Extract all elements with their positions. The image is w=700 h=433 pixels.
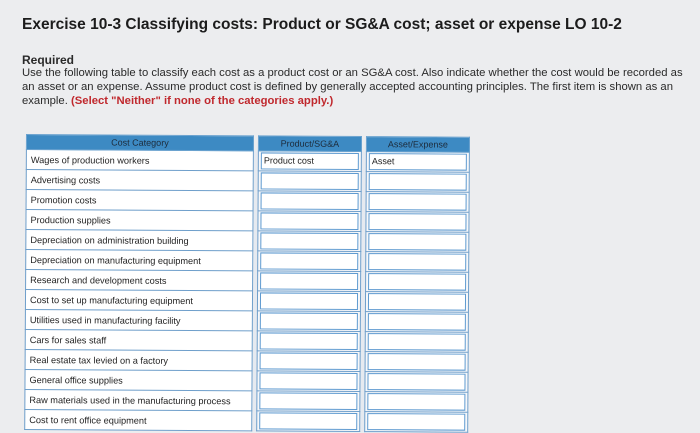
table-row: Depreciation on administration building bbox=[25, 229, 469, 253]
product-sga-input[interactable]: Product cost bbox=[260, 152, 359, 171]
product-sga-input[interactable] bbox=[259, 352, 358, 371]
required-heading: Required bbox=[22, 53, 75, 67]
asset-expense-input[interactable] bbox=[367, 333, 466, 351]
cost-category-cell: Promotion costs bbox=[26, 189, 254, 211]
cost-category-cell: Cost to rent office equipment bbox=[24, 409, 252, 431]
asset-expense-input[interactable] bbox=[368, 193, 467, 211]
asset-expense-input[interactable] bbox=[367, 313, 466, 331]
asset-expense-input[interactable] bbox=[368, 213, 467, 231]
cost-category-cell: Production supplies bbox=[25, 209, 254, 231]
cost-category-cell: Depreciation on manufacturing equipment bbox=[25, 249, 253, 271]
cost-category-cell: Research and development costs bbox=[25, 269, 253, 291]
product-sga-input[interactable] bbox=[259, 412, 358, 431]
table-row: Depreciation on manufacturing equipment bbox=[25, 249, 469, 273]
table-body: Wages of production workers Product cost A… bbox=[24, 149, 470, 433]
exercise-title: Exercise 10-3 Classifying costs: Product… bbox=[22, 16, 622, 33]
table-row: Advertising costs bbox=[26, 169, 470, 193]
cost-category-cell: Advertising costs bbox=[26, 169, 254, 191]
product-sga-input[interactable] bbox=[259, 312, 358, 331]
instructions-note: (Select "Neither" if none of the categor… bbox=[70, 95, 334, 107]
product-sga-input[interactable] bbox=[260, 272, 359, 291]
table-row: Real estate tax levied on a factory bbox=[25, 349, 469, 373]
instructions-text: Use the following table to classify each… bbox=[22, 66, 694, 108]
table-row: Cost to rent office equipment bbox=[24, 409, 468, 433]
cost-category-cell: Cost to set up manufacturing equipment bbox=[25, 289, 253, 311]
cost-category-cell: Wages of production workers bbox=[26, 149, 254, 171]
asset-expense-input[interactable] bbox=[368, 173, 467, 191]
table-row: Cost to set up manufacturing equipment bbox=[25, 289, 469, 313]
header-asset-expense: Asset/Expense bbox=[366, 136, 470, 153]
product-sga-input[interactable] bbox=[260, 172, 359, 191]
table-row: Cars for sales staff bbox=[25, 329, 469, 353]
asset-expense-input[interactable] bbox=[368, 273, 467, 291]
product-sga-input[interactable] bbox=[259, 292, 359, 311]
asset-expense-input[interactable] bbox=[367, 293, 467, 311]
product-sga-input[interactable] bbox=[260, 232, 359, 251]
header-product-sga: Product/SG&A bbox=[258, 135, 362, 152]
product-sga-input[interactable] bbox=[260, 252, 359, 271]
table-row: Production supplies bbox=[25, 209, 470, 233]
classification-table: Cost Category Product/SG&A Asset/Expense… bbox=[24, 134, 470, 433]
table-row: Promotion costs bbox=[26, 189, 470, 213]
asset-expense-input[interactable]: Asset bbox=[368, 153, 467, 171]
table-row: General office supplies bbox=[24, 369, 469, 393]
cost-category-cell: Utilities used in manufacturing facility bbox=[25, 309, 253, 331]
table-row: Utilities used in manufacturing facility bbox=[25, 309, 469, 333]
product-sga-input[interactable] bbox=[259, 392, 358, 411]
classification-table-container: Cost Category Product/SG&A Asset/Expense… bbox=[24, 134, 470, 433]
table-row: Wages of production workers Product cost A… bbox=[26, 149, 470, 173]
header-cost-category: Cost Category bbox=[26, 134, 254, 151]
product-sga-input[interactable] bbox=[259, 332, 358, 351]
instructions-body: Use the following table to classify each… bbox=[22, 67, 683, 107]
cost-category-cell: Depreciation on administration building bbox=[25, 229, 253, 251]
cost-category-cell: Cars for sales staff bbox=[25, 329, 253, 351]
table-row: Raw materials used in the manufacturing … bbox=[24, 389, 468, 413]
asset-expense-input[interactable] bbox=[367, 393, 466, 411]
product-sga-input[interactable] bbox=[259, 372, 358, 391]
product-sga-input[interactable] bbox=[260, 192, 359, 211]
table-row: Research and development costs bbox=[25, 269, 469, 293]
asset-expense-input[interactable] bbox=[367, 373, 466, 391]
product-sga-input[interactable] bbox=[260, 212, 359, 231]
asset-expense-input[interactable] bbox=[367, 353, 466, 371]
asset-expense-input[interactable] bbox=[368, 233, 467, 251]
cost-category-cell: Raw materials used in the manufacturing … bbox=[24, 389, 252, 411]
asset-expense-input[interactable] bbox=[367, 413, 466, 431]
asset-expense-input[interactable] bbox=[368, 253, 467, 271]
cost-category-cell: Real estate tax levied on a factory bbox=[25, 349, 253, 371]
cost-category-cell: General office supplies bbox=[24, 369, 253, 391]
